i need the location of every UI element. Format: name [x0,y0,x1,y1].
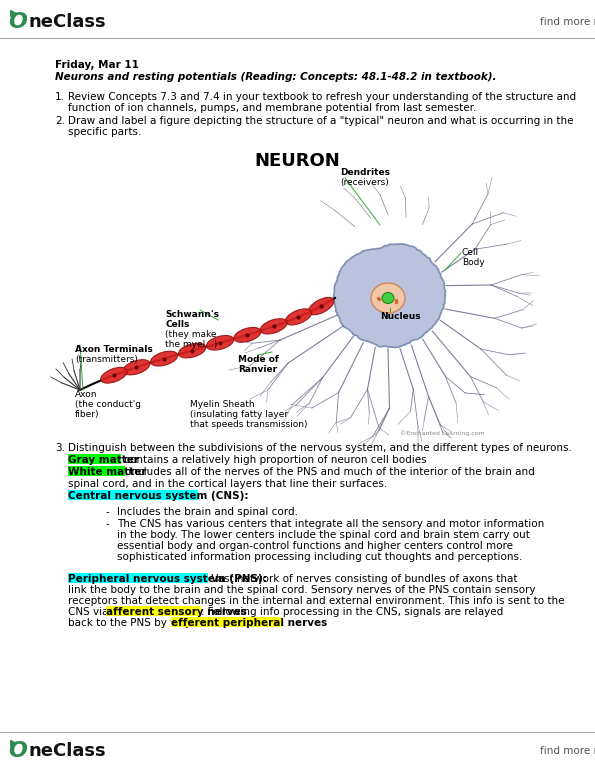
Text: Ranvier: Ranvier [238,365,277,374]
Text: (the conduct'g: (the conduct'g [75,400,141,409]
Text: -: - [105,519,109,529]
Text: the myel...): the myel...) [165,340,217,349]
Text: Distinguish between the subdivisions of the nervous system, and the different ty: Distinguish between the subdivisions of … [68,443,572,453]
FancyBboxPatch shape [68,466,125,476]
Text: White matter: White matter [68,467,146,477]
Ellipse shape [308,297,334,315]
Text: Cells: Cells [165,320,189,329]
Text: 3.: 3. [55,443,65,453]
Ellipse shape [123,360,150,375]
Text: (transmitters): (transmitters) [75,355,138,364]
Text: Mode of: Mode of [238,355,279,364]
Ellipse shape [371,283,405,313]
FancyBboxPatch shape [68,454,121,464]
Text: specific parts.: specific parts. [68,127,142,137]
Text: fiber): fiber) [75,410,99,419]
Text: Body: Body [462,258,485,267]
FancyBboxPatch shape [106,606,201,616]
Text: Friday, Mar 11: Friday, Mar 11 [55,60,139,70]
FancyBboxPatch shape [171,617,281,627]
Text: in the body. The lower centers include the spinal cord and brain stem carry out: in the body. The lower centers include t… [117,530,530,540]
Text: receptors that detect changes in the internal and external environment. This inf: receptors that detect changes in the int… [68,596,565,606]
Text: Nucleus: Nucleus [380,312,421,321]
Polygon shape [333,244,446,347]
Text: Axon Terminals: Axon Terminals [75,345,153,354]
Text: CNS via: CNS via [68,607,112,617]
Text: O: O [8,741,27,761]
Text: link the body to the brain and the spinal cord. Sensory nerves of the PNS contai: link the body to the brain and the spina… [68,585,536,595]
Ellipse shape [101,367,127,383]
Text: (insulating fatty layer: (insulating fatty layer [190,410,288,419]
Text: 2.: 2. [55,116,65,126]
Text: Peripheral nervous system (PNS):: Peripheral nervous system (PNS): [68,574,267,584]
Text: Draw and label a figure depicting the structure of a "typical" neuron and what i: Draw and label a figure depicting the st… [68,116,574,126]
Text: Neurons and resting potentials (Reading: Concepts: 48.1-48.2 in textbook).: Neurons and resting potentials (Reading:… [55,72,496,82]
Text: Cell: Cell [462,248,479,257]
Text: find more resources at oneclass.com: find more resources at oneclass.com [540,746,595,756]
Text: The CNS has various centers that integrate all the sensory and motor information: The CNS has various centers that integra… [117,519,544,529]
Text: ©Enchanted Learning.com: ©Enchanted Learning.com [400,430,485,436]
FancyBboxPatch shape [68,573,208,583]
Text: (they make: (they make [165,330,217,339]
Text: Schwann's: Schwann's [165,310,219,319]
Text: spinal cord, and in the cortical layers that line their surfaces.: spinal cord, and in the cortical layers … [68,479,387,489]
Text: Central nervous system (CNS):: Central nervous system (CNS): [68,491,249,501]
Text: afferent sensory nerves: afferent sensory nerves [106,607,247,617]
Text: Dendrites: Dendrites [340,168,390,177]
Text: Myelin Sheath: Myelin Sheath [190,400,255,409]
Text: contains a relatively high proportion of neuron cell bodies: contains a relatively high proportion of… [121,455,427,465]
Text: Includes the brain and spinal cord.: Includes the brain and spinal cord. [117,507,298,517]
Ellipse shape [382,293,394,303]
Text: -: - [105,507,109,517]
Text: Vast network of nerves consisting of bundles of axons that: Vast network of nerves consisting of bun… [208,574,518,584]
Text: efferent peripheral nerves: efferent peripheral nerves [171,618,327,628]
Text: includes all of the nerves of the PNS and much of the interior of the brain and: includes all of the nerves of the PNS an… [125,467,535,477]
Text: 1.: 1. [55,92,65,102]
Text: . Following info processing in the CNS, signals are relayed: . Following info processing in the CNS, … [201,607,503,617]
Text: (receivers): (receivers) [340,178,389,187]
Text: Gray matter: Gray matter [68,455,139,465]
Text: O: O [8,12,27,32]
Text: Axon: Axon [75,390,98,399]
Ellipse shape [151,351,178,366]
FancyBboxPatch shape [68,490,198,500]
Text: function of ion channels, pumps, and membrane potential from last semester.: function of ion channels, pumps, and mem… [68,103,477,113]
Text: .: . [281,618,284,628]
Text: back to the PNS by way of: back to the PNS by way of [68,618,208,628]
Ellipse shape [260,319,287,334]
Ellipse shape [285,309,312,325]
Text: neClass: neClass [29,742,107,760]
Text: that speeds transmission): that speeds transmission) [190,420,308,429]
Ellipse shape [206,336,234,350]
Text: Review Concepts 7.3 and 7.4 in your textbook to refresh your understanding of th: Review Concepts 7.3 and 7.4 in your text… [68,92,576,102]
Ellipse shape [178,343,206,358]
Ellipse shape [234,327,261,343]
Text: NEURON: NEURON [254,152,340,170]
Text: neClass: neClass [29,13,107,31]
Text: find more resources at oneclass.com: find more resources at oneclass.com [540,17,595,27]
Text: essential body and organ-control functions and higher centers control more: essential body and organ-control functio… [117,541,513,551]
Text: sophisticated information processing including cut thoughts and perceptions.: sophisticated information processing inc… [117,552,522,562]
